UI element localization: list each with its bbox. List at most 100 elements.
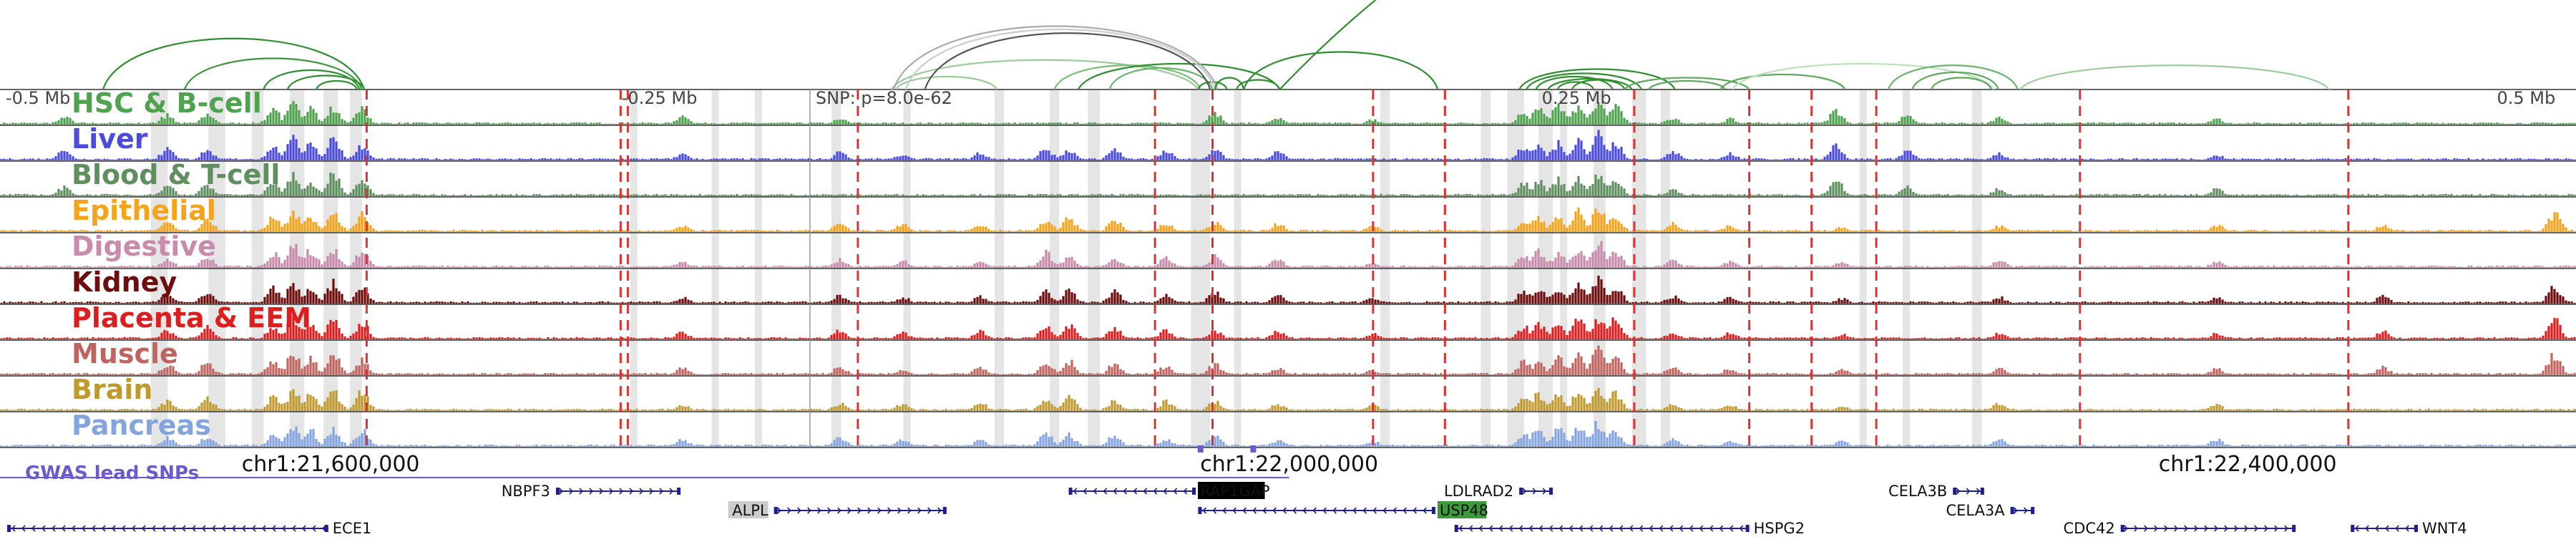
gene-exon (1192, 488, 1196, 495)
interaction-arc (1556, 81, 1595, 90)
gene-exon (1068, 488, 1073, 495)
signal-track (0, 207, 2576, 232)
track-label: Liver (72, 123, 148, 155)
signal-track (0, 345, 2576, 375)
interaction-arc (1535, 75, 1614, 90)
marker-lines (365, 90, 2350, 448)
distance-tick-label: 0.25 Mb (1542, 88, 1611, 108)
gene-exon (2351, 525, 2355, 532)
distance-axis: -0.5 Mb -0.25 Mb 0.25 Mb 0.5 Mb SNP: p=8.0e-… (6, 88, 2555, 477)
track-label: HSC & B-cell (72, 87, 262, 119)
interaction-arc (1547, 77, 1633, 90)
signal-track (0, 387, 2576, 411)
interaction-arc (1648, 79, 1727, 90)
gene-exon (2031, 507, 2035, 514)
interaction-arc (1719, 73, 1846, 90)
gene-exon (1549, 488, 1553, 495)
gene-exon (1198, 507, 1202, 514)
track-label: Digestive (72, 231, 216, 262)
interaction-arc (904, 29, 1216, 90)
gene-label: LDLRAD2 (1444, 483, 1513, 500)
gene-exon (2120, 525, 2124, 532)
gene-exon (2414, 525, 2418, 532)
gwas-snp-mark (1197, 445, 1204, 453)
gene-strand-arrows (1458, 525, 1744, 532)
interaction-arc (1214, 77, 1245, 90)
coordinate-tick-label: chr1:22,000,000 (1200, 452, 1378, 477)
interaction-arc (183, 57, 363, 90)
interaction-arc (1732, 62, 1995, 90)
gene-label: HSPG2 (1754, 520, 1805, 537)
signal-track (0, 172, 2576, 196)
interaction-arc (263, 69, 361, 90)
interaction-arc (1235, 79, 1281, 90)
signal-track (0, 101, 2576, 125)
track-label: Placenta & EEM (72, 302, 311, 334)
gene-label-highlight (1198, 482, 1265, 499)
signal-track (0, 314, 2576, 339)
signal-track (0, 421, 2576, 447)
gene-label-highlight (1437, 501, 1487, 518)
gene-exon (942, 507, 947, 514)
gene-label: CDC42 (2064, 520, 2115, 537)
track-labels: HSC & B-cell Liver Blood & T-cell Epithelia… (72, 87, 311, 441)
signal-track (0, 130, 2576, 160)
gene-strand-arrows (2355, 525, 2409, 532)
interaction-arc (1279, 0, 1376, 90)
gene-strand-arrows (559, 488, 674, 495)
signal-track (0, 276, 2576, 304)
gene-label-highlight (728, 501, 769, 518)
track-label: Brain (72, 374, 152, 405)
track-label: Muscle (72, 338, 178, 369)
coordinate-tick-label: chr1:22,400,000 (2159, 452, 2337, 477)
gene-label: ECE1 (333, 520, 372, 537)
gene-strand-arrows (1956, 488, 1981, 495)
gene-exon (2292, 525, 2296, 532)
gene-exon (2010, 507, 2014, 514)
gene-strand-arrows (1522, 488, 1547, 495)
track-borders (0, 89, 2576, 448)
gene-strand-arrows (777, 507, 942, 514)
interaction-arc (102, 37, 366, 90)
interaction-arc (1053, 64, 1201, 90)
distance-tick-label: -0.25 Mb (622, 88, 698, 108)
interaction-arc (1624, 77, 1750, 90)
interaction-arc (1911, 72, 1999, 90)
gwas-track-label: GWAS lead SNPs (25, 463, 199, 484)
gene-label: ALPL (732, 502, 769, 519)
track-label: Pancreas (72, 410, 211, 441)
gene-label: NBPF3 (502, 483, 550, 500)
gene-exon (7, 525, 11, 532)
interaction-arc (924, 32, 1211, 90)
signal-track (0, 241, 2576, 268)
gene-exon (1953, 488, 1957, 495)
gene-exon (1519, 488, 1523, 495)
snp-annotation: SNP: p=8.0e-62 (816, 88, 952, 108)
track-label: Kidney (72, 266, 177, 298)
gene-label: RAP1GAP (1200, 483, 1269, 500)
gene-label: CELA3A (1946, 502, 2005, 519)
coordinate-tick-label: chr1:21,600,000 (242, 452, 420, 477)
interaction-arc (1887, 64, 2019, 90)
interaction-arc (315, 79, 358, 90)
distance-tick-label: 0.5 Mb (2497, 88, 2556, 108)
gene-strand-arrows (1073, 488, 1188, 495)
interaction-arc (893, 25, 1219, 90)
gene-exon (1454, 525, 1458, 532)
interaction-arc (1518, 68, 1676, 90)
gene-exon (677, 488, 681, 495)
track-label: Blood & T-cell (72, 159, 280, 190)
gene-exon (774, 507, 778, 514)
signal-tracks (0, 101, 2576, 447)
gene-exon (1745, 525, 1750, 532)
distance-tick-label: -0.5 Mb (6, 88, 70, 108)
interaction-arc (1931, 77, 1992, 90)
gene-strand-arrows (1202, 507, 1427, 514)
interaction-arc (1526, 72, 1642, 90)
track-label: Epithelial (72, 195, 216, 226)
gene-strand-arrows (11, 525, 326, 532)
gene-exon (324, 525, 328, 532)
gene-strand-arrows (2014, 507, 2028, 514)
gene-track: GWAS lead SNPs NBPF3 RAP1GAP LDLRAD2 CELA3B A… (0, 445, 2467, 537)
